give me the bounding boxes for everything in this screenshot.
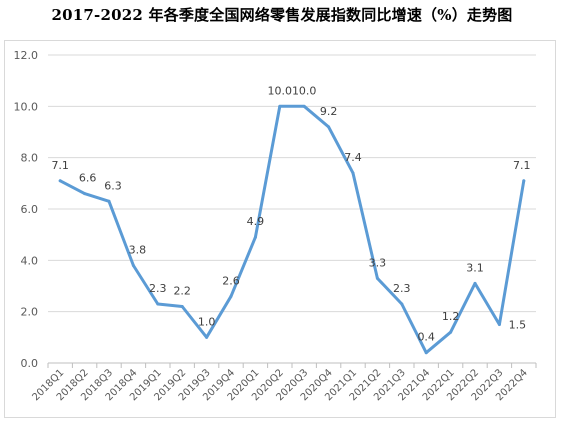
data-label-13: 3.3 <box>369 256 387 269</box>
data-point-6 <box>205 335 209 339</box>
y-tick-label-5: 10.0 <box>14 100 39 113</box>
y-tick-label-4: 8.0 <box>21 152 39 165</box>
data-point-1 <box>83 192 87 196</box>
data-label-6: 1.0 <box>198 315 216 328</box>
data-label-14: 2.3 <box>393 282 411 295</box>
data-label-16: 1.2 <box>442 310 460 323</box>
data-label-8: 4.9 <box>247 215 265 228</box>
data-point-11 <box>327 125 331 129</box>
data-label-2: 6.3 <box>104 179 122 192</box>
data-label-5: 2.2 <box>173 285 191 298</box>
data-label-18: 1.5 <box>509 319 527 332</box>
y-tick-label-2: 4.0 <box>21 254 39 267</box>
data-label-0: 7.1 <box>51 159 69 172</box>
data-point-4 <box>156 302 160 306</box>
data-label-1: 6.6 <box>79 172 97 185</box>
data-label-19: 7.1 <box>513 159 531 172</box>
data-point-14 <box>400 302 404 306</box>
data-point-9 <box>278 104 282 108</box>
data-point-0 <box>58 179 62 183</box>
data-label-3: 3.8 <box>129 243 147 256</box>
y-tick-label-3: 6.0 <box>21 203 39 216</box>
data-point-3 <box>131 263 135 267</box>
data-label-4: 2.3 <box>149 282 167 295</box>
data-point-13 <box>375 276 379 280</box>
chart-area-border <box>4 40 556 418</box>
data-point-8 <box>253 235 257 239</box>
y-tick-label-6: 12.0 <box>14 49 39 62</box>
data-label-15: 0.4 <box>417 331 435 344</box>
data-point-15 <box>424 351 428 355</box>
data-point-12 <box>351 171 355 175</box>
data-point-5 <box>180 305 184 309</box>
data-point-18 <box>497 323 501 326</box>
data-label-17: 3.1 <box>466 261 484 274</box>
data-label-11: 9.2 <box>320 105 338 118</box>
data-point-16 <box>449 330 453 334</box>
series-line <box>58 104 526 355</box>
data-point-19 <box>522 179 526 183</box>
y-tick-label-0: 0.0 <box>21 357 39 370</box>
data-point-10 <box>302 104 306 108</box>
data-point-17 <box>473 281 477 285</box>
chart-title: 2017-2022 年各季度全国网络零售发展指数同比增速（%）走势图 <box>51 6 513 24</box>
data-label-12: 7.4 <box>344 151 362 164</box>
data-point-7 <box>229 294 233 298</box>
data-label-10: 10.0 <box>292 84 317 97</box>
data-label-9: 10.0 <box>268 84 293 97</box>
data-label-7: 2.6 <box>222 274 240 287</box>
data-point-2 <box>107 199 111 203</box>
y-tick-label-1: 2.0 <box>21 306 39 319</box>
